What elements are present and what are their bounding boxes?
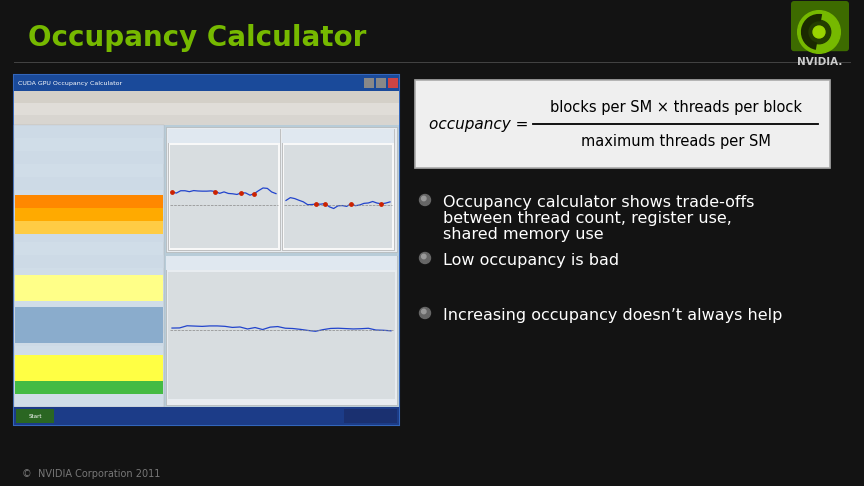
Text: CUDA GPU Occupancy Calculator: CUDA GPU Occupancy Calculator bbox=[18, 81, 122, 86]
Bar bbox=[14, 307, 164, 320]
Circle shape bbox=[422, 309, 426, 313]
Bar bbox=[16, 409, 54, 423]
Bar bbox=[15, 195, 163, 208]
Text: occupancy =: occupancy = bbox=[429, 117, 529, 132]
Bar bbox=[14, 75, 399, 425]
Bar bbox=[15, 208, 163, 221]
Bar bbox=[376, 78, 386, 88]
Wedge shape bbox=[801, 14, 823, 50]
Bar bbox=[14, 125, 164, 407]
Circle shape bbox=[420, 194, 430, 206]
Bar bbox=[388, 78, 398, 88]
Point bbox=[165, 188, 179, 196]
Bar bbox=[15, 221, 163, 234]
Bar bbox=[14, 281, 164, 294]
Text: shared memory use: shared memory use bbox=[443, 227, 604, 242]
Bar bbox=[344, 409, 397, 423]
Bar bbox=[14, 333, 164, 346]
Circle shape bbox=[420, 253, 430, 263]
Point bbox=[234, 189, 248, 197]
Bar bbox=[14, 359, 164, 372]
Bar bbox=[15, 307, 163, 343]
Bar bbox=[15, 275, 163, 288]
Bar bbox=[14, 91, 399, 103]
Text: NVIDIA.: NVIDIA. bbox=[797, 57, 842, 67]
Point bbox=[208, 188, 222, 195]
Bar bbox=[168, 129, 280, 250]
Point bbox=[374, 200, 388, 208]
Bar bbox=[14, 203, 164, 216]
Bar bbox=[14, 103, 399, 115]
Circle shape bbox=[422, 196, 426, 201]
Bar bbox=[170, 145, 278, 248]
Bar bbox=[284, 145, 392, 248]
Text: ©  NVIDIA Corporation 2011: © NVIDIA Corporation 2011 bbox=[22, 469, 161, 479]
Text: blocks per SM × threads per block: blocks per SM × threads per block bbox=[550, 100, 802, 115]
Bar bbox=[15, 288, 163, 301]
Bar bbox=[282, 129, 394, 250]
Bar bbox=[166, 256, 397, 270]
Text: Low occupancy is bad: Low occupancy is bad bbox=[443, 253, 619, 268]
Circle shape bbox=[420, 308, 430, 318]
Bar bbox=[14, 255, 164, 268]
Bar bbox=[14, 125, 399, 407]
Point bbox=[309, 200, 323, 208]
Bar bbox=[415, 80, 830, 168]
Bar bbox=[14, 115, 399, 125]
Circle shape bbox=[422, 254, 426, 259]
FancyBboxPatch shape bbox=[791, 1, 849, 51]
Circle shape bbox=[807, 20, 830, 44]
Bar bbox=[166, 127, 397, 252]
Text: Occupancy Calculator: Occupancy Calculator bbox=[28, 24, 366, 52]
Bar bbox=[15, 368, 163, 381]
Bar bbox=[14, 407, 399, 425]
Point bbox=[344, 200, 358, 208]
Bar bbox=[15, 355, 163, 368]
Point bbox=[318, 200, 332, 208]
Bar bbox=[168, 272, 395, 399]
Point bbox=[247, 190, 261, 197]
Text: maximum threads per SM: maximum threads per SM bbox=[581, 134, 771, 149]
Bar bbox=[282, 129, 394, 143]
Text: Start: Start bbox=[29, 414, 41, 418]
Bar bbox=[168, 129, 280, 143]
Text: between thread count, register use,: between thread count, register use, bbox=[443, 211, 732, 226]
Circle shape bbox=[797, 11, 841, 53]
Bar bbox=[14, 151, 164, 164]
Bar bbox=[14, 75, 399, 91]
Circle shape bbox=[813, 26, 825, 38]
Bar bbox=[14, 229, 164, 242]
Text: Occupancy calculator shows trade-offs: Occupancy calculator shows trade-offs bbox=[443, 195, 754, 210]
Bar bbox=[364, 78, 374, 88]
Bar bbox=[14, 125, 164, 138]
Text: Increasing occupancy doesn’t always help: Increasing occupancy doesn’t always help bbox=[443, 308, 783, 323]
Bar bbox=[14, 177, 164, 190]
Bar bbox=[15, 381, 163, 394]
Bar bbox=[166, 256, 397, 405]
